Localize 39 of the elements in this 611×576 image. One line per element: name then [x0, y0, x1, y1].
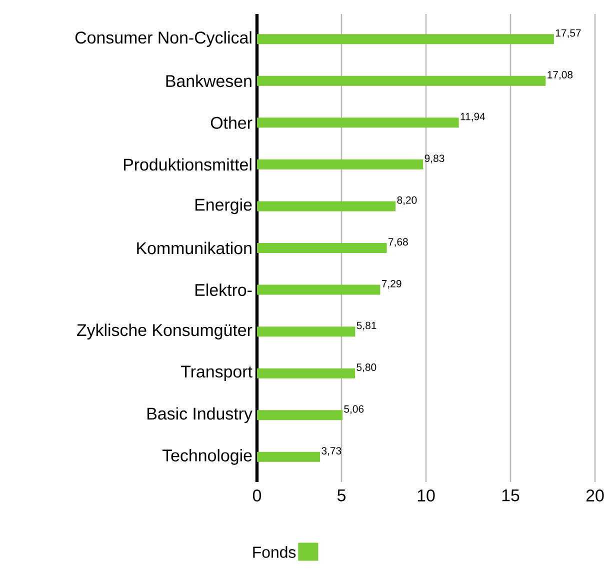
x-tick-label: 10: [418, 490, 435, 502]
bar: [257, 284, 380, 295]
y-tick-label: Technologie: [162, 449, 252, 465]
y-tick-label: Produktionsmittel: [124, 158, 252, 171]
bar: [257, 326, 356, 337]
y-tick-label: Bankwesen: [166, 74, 252, 88]
bar: [257, 452, 320, 462]
bar: [257, 368, 356, 378]
data-label: 7,29: [382, 280, 402, 289]
data-label: 7,68: [388, 238, 408, 247]
bar: [257, 118, 459, 128]
bar: [257, 159, 424, 170]
y-tick-label: Energie: [196, 198, 252, 214]
y-tick-label: Zyklische Konsumgüter: [76, 324, 252, 340]
bar: [257, 201, 396, 212]
data-label: 17,08: [548, 71, 573, 80]
bar: [257, 76, 546, 86]
data-label: 17,57: [556, 29, 581, 38]
data-label: 5,81: [356, 322, 376, 330]
y-tick-label: Transport: [181, 366, 252, 381]
data-label: 9,83: [424, 154, 444, 164]
y-tick-label: Basic Industry: [148, 407, 252, 424]
data-label: 3,73: [322, 447, 342, 456]
data-label: 5,06: [344, 405, 364, 414]
y-tick-label: Kommunikation: [137, 242, 252, 254]
y-tick-label: Other: [210, 116, 252, 129]
x-tick-label: 0: [252, 490, 262, 502]
x-tick-label: 20: [586, 490, 604, 502]
bar: [257, 410, 343, 420]
y-tick-label: Elektro-: [196, 284, 252, 296]
bar: [257, 34, 554, 44]
data-label: 11,94: [460, 112, 486, 122]
bar: [257, 242, 387, 253]
x-tick-label: 15: [502, 490, 520, 502]
x-tick-label: 5: [337, 490, 346, 502]
data-label: 5,80: [356, 364, 376, 372]
legend-label: Fonds: [253, 546, 296, 558]
y-tick-label: Consumer Non-Cyclical: [75, 31, 252, 47]
data-label: 8,20: [397, 196, 417, 206]
